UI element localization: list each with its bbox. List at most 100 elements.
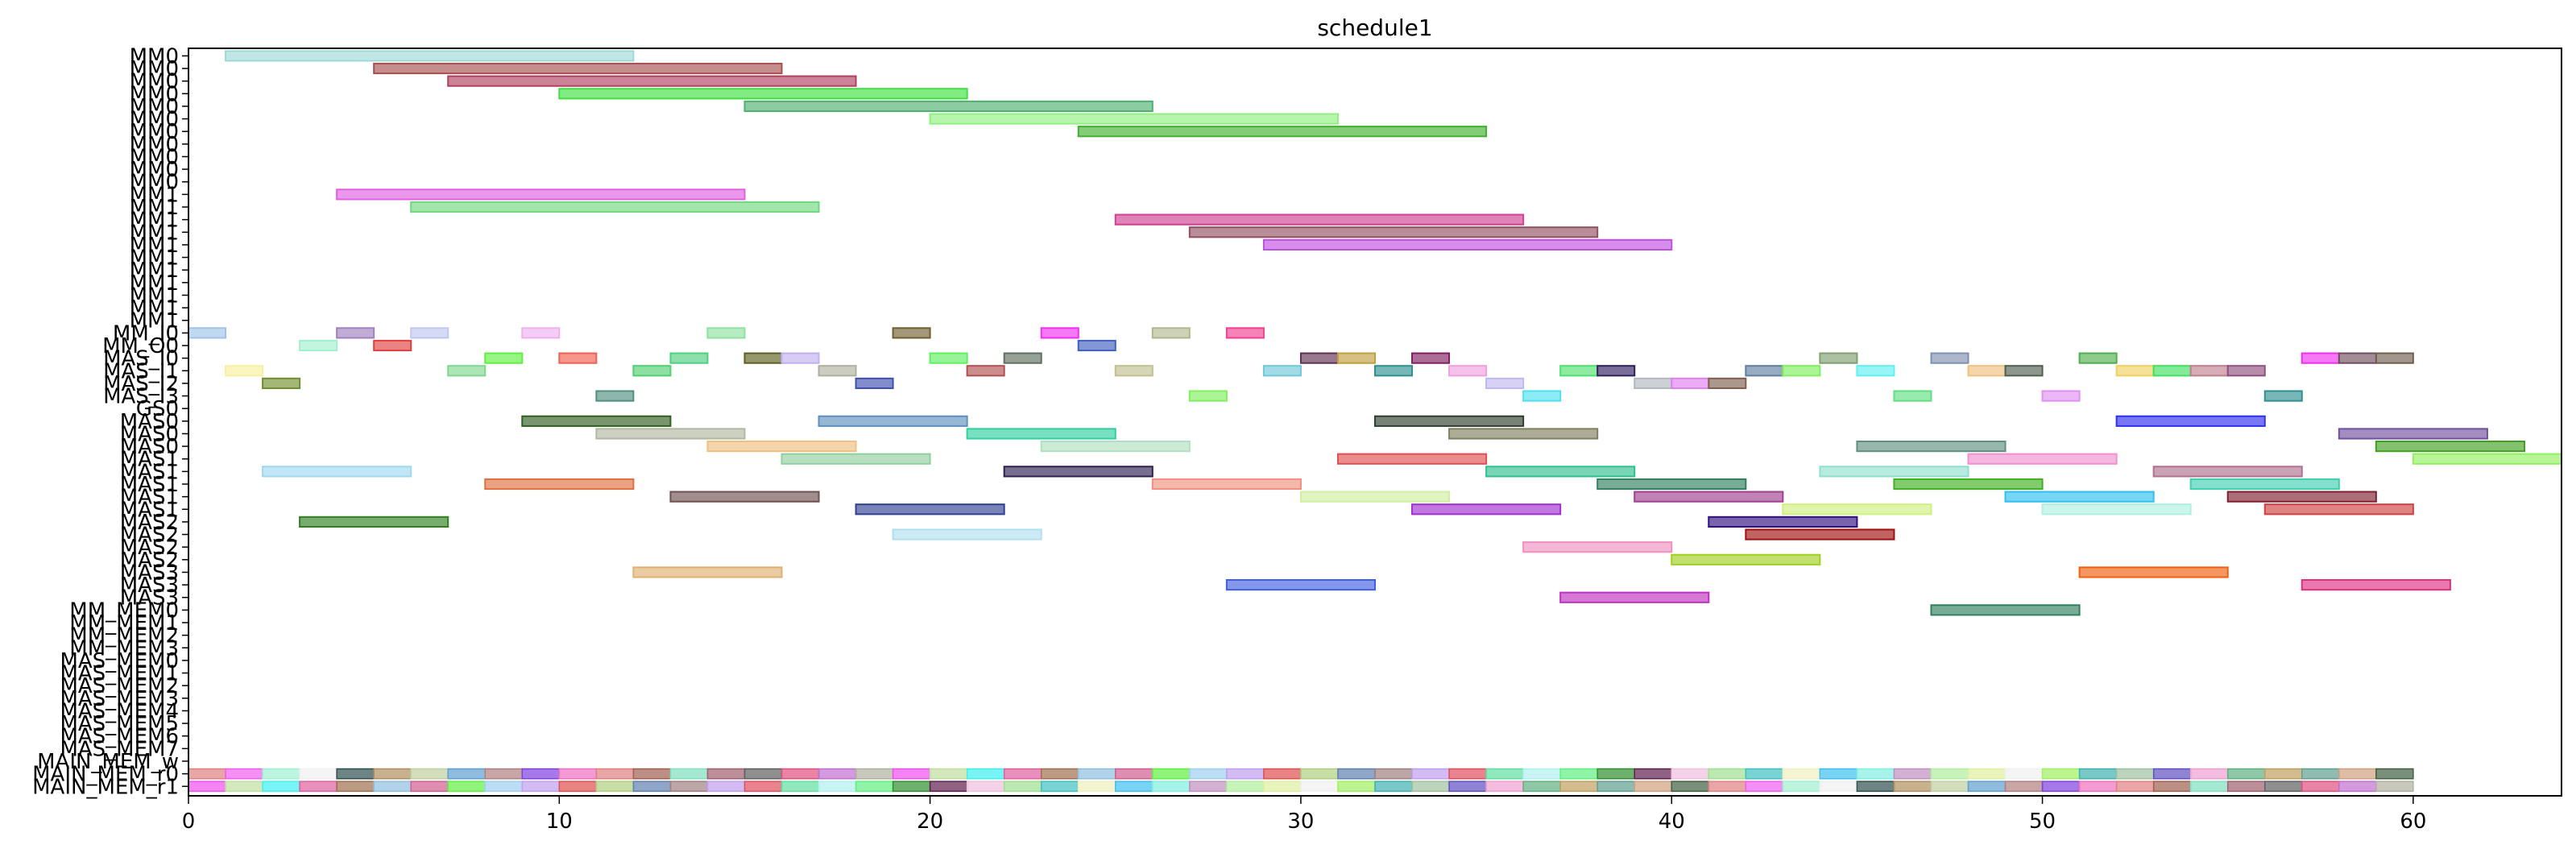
main-mem-bar bbox=[1448, 781, 1487, 793]
y-tick-label: MAS_MEM2 bbox=[60, 674, 179, 698]
task-bar bbox=[1856, 441, 2007, 453]
main-mem-bar bbox=[1634, 781, 1672, 793]
main-mem-bar bbox=[2338, 768, 2377, 780]
y-tick-label: MAS_I2 bbox=[103, 372, 179, 396]
main-mem-bar bbox=[1708, 768, 1747, 780]
task-bar bbox=[336, 327, 375, 339]
task-bar bbox=[410, 201, 820, 213]
task-bar bbox=[743, 100, 1153, 113]
main-mem-bar bbox=[1522, 781, 1561, 793]
task-bar bbox=[2263, 390, 2303, 402]
main-mem-bar bbox=[373, 781, 412, 793]
task-bar bbox=[1003, 466, 1153, 478]
main-mem-bar bbox=[1856, 781, 1895, 793]
main-mem-bar bbox=[1226, 768, 1265, 780]
task-bar bbox=[929, 352, 968, 364]
task-bar bbox=[410, 327, 449, 339]
y-tick-label: MM1 bbox=[130, 271, 179, 296]
main-mem-bar bbox=[595, 781, 635, 793]
task-bar bbox=[1634, 491, 1784, 503]
main-mem-bar bbox=[1819, 781, 1858, 793]
x-tick-label: 10 bbox=[546, 810, 573, 834]
task-bar bbox=[966, 428, 1116, 440]
main-mem-bar bbox=[1300, 781, 1339, 793]
task-bar bbox=[1559, 365, 1599, 377]
task-bar bbox=[1225, 578, 1376, 591]
task-bar bbox=[1930, 604, 2081, 616]
task-bar bbox=[373, 339, 412, 352]
plot-frame bbox=[188, 48, 2562, 797]
main-mem-bar bbox=[855, 781, 894, 793]
task-bar bbox=[1782, 503, 1932, 516]
main-mem-bar bbox=[1819, 768, 1858, 780]
task-bar bbox=[2004, 491, 2155, 503]
task-bar bbox=[2338, 428, 2488, 440]
main-mem-bar bbox=[1745, 781, 1784, 793]
main-mem-bar bbox=[447, 781, 486, 793]
task-bar bbox=[1411, 503, 1562, 516]
main-mem-bar bbox=[410, 781, 449, 793]
task-bar bbox=[1448, 428, 1599, 440]
task-bar bbox=[1597, 365, 1636, 377]
x-tick-label: 0 bbox=[182, 810, 196, 834]
task-bar bbox=[2301, 578, 2451, 591]
main-mem-bar bbox=[410, 768, 449, 780]
main-mem-bar bbox=[743, 768, 783, 780]
y-tick-label: MAS_MEM4 bbox=[60, 699, 179, 723]
y-tick-label: MAS_I3 bbox=[103, 385, 179, 409]
main-mem-bar bbox=[2301, 768, 2340, 780]
task-bar bbox=[484, 352, 524, 364]
main-mem-bar bbox=[2115, 768, 2155, 780]
task-bar bbox=[1819, 352, 1858, 364]
y-tick-label: MAS1 bbox=[120, 448, 179, 472]
main-mem-bar bbox=[818, 768, 857, 780]
task-bar bbox=[966, 365, 1005, 377]
y-tick-label: MM1 bbox=[130, 183, 179, 207]
task-bar bbox=[1671, 377, 1710, 390]
main-mem-bar bbox=[1597, 768, 1635, 780]
task-bar bbox=[706, 327, 746, 339]
y-tick-label: MM1 bbox=[130, 259, 179, 283]
main-mem-bar bbox=[1078, 768, 1116, 780]
main-mem-bar bbox=[225, 768, 263, 780]
task-bar bbox=[262, 377, 301, 390]
main-mem-bar bbox=[855, 768, 894, 780]
task-bar bbox=[1745, 365, 1784, 377]
main-mem-bar bbox=[2041, 781, 2081, 793]
y-tick-label: MM0 bbox=[130, 120, 179, 144]
main-mem-bar bbox=[1485, 781, 1524, 793]
main-mem-bar bbox=[1782, 768, 1821, 780]
task-bar bbox=[2152, 466, 2303, 478]
main-mem-bar bbox=[336, 781, 375, 793]
task-bar bbox=[1374, 365, 1414, 377]
main-mem-bar bbox=[1337, 768, 1376, 780]
task-bar bbox=[1559, 591, 1710, 603]
main-mem-bar bbox=[1930, 781, 1969, 793]
y-tick-label: MAS1 bbox=[120, 460, 179, 484]
y-tick-label: GS0 bbox=[136, 397, 179, 421]
task-bar bbox=[855, 377, 894, 390]
task-bar bbox=[484, 478, 635, 491]
task-bar bbox=[595, 390, 635, 402]
task-bar bbox=[1299, 352, 1339, 364]
task-bar bbox=[299, 339, 338, 352]
main-mem-bar bbox=[781, 768, 820, 780]
task-bar bbox=[1893, 390, 1932, 402]
y-tick-label: MM0 bbox=[130, 158, 179, 182]
task-bar bbox=[373, 62, 783, 75]
task-bar bbox=[632, 566, 783, 578]
main-mem-bar bbox=[2004, 781, 2044, 793]
main-mem-bar bbox=[1003, 768, 1042, 780]
task-bar bbox=[2078, 566, 2229, 578]
y-tick-label: MM1 bbox=[130, 196, 179, 220]
task-bar bbox=[781, 453, 931, 465]
main-mem-bar bbox=[2152, 768, 2192, 780]
main-mem-bar bbox=[669, 781, 709, 793]
task-bar bbox=[1522, 390, 1562, 402]
y-tick-label: MAS0 bbox=[120, 435, 179, 459]
task-bar bbox=[1782, 365, 1821, 377]
main-mem-bar bbox=[1152, 768, 1191, 780]
y-tick-label: MAS_I0 bbox=[103, 347, 179, 371]
task-bar bbox=[521, 327, 561, 339]
